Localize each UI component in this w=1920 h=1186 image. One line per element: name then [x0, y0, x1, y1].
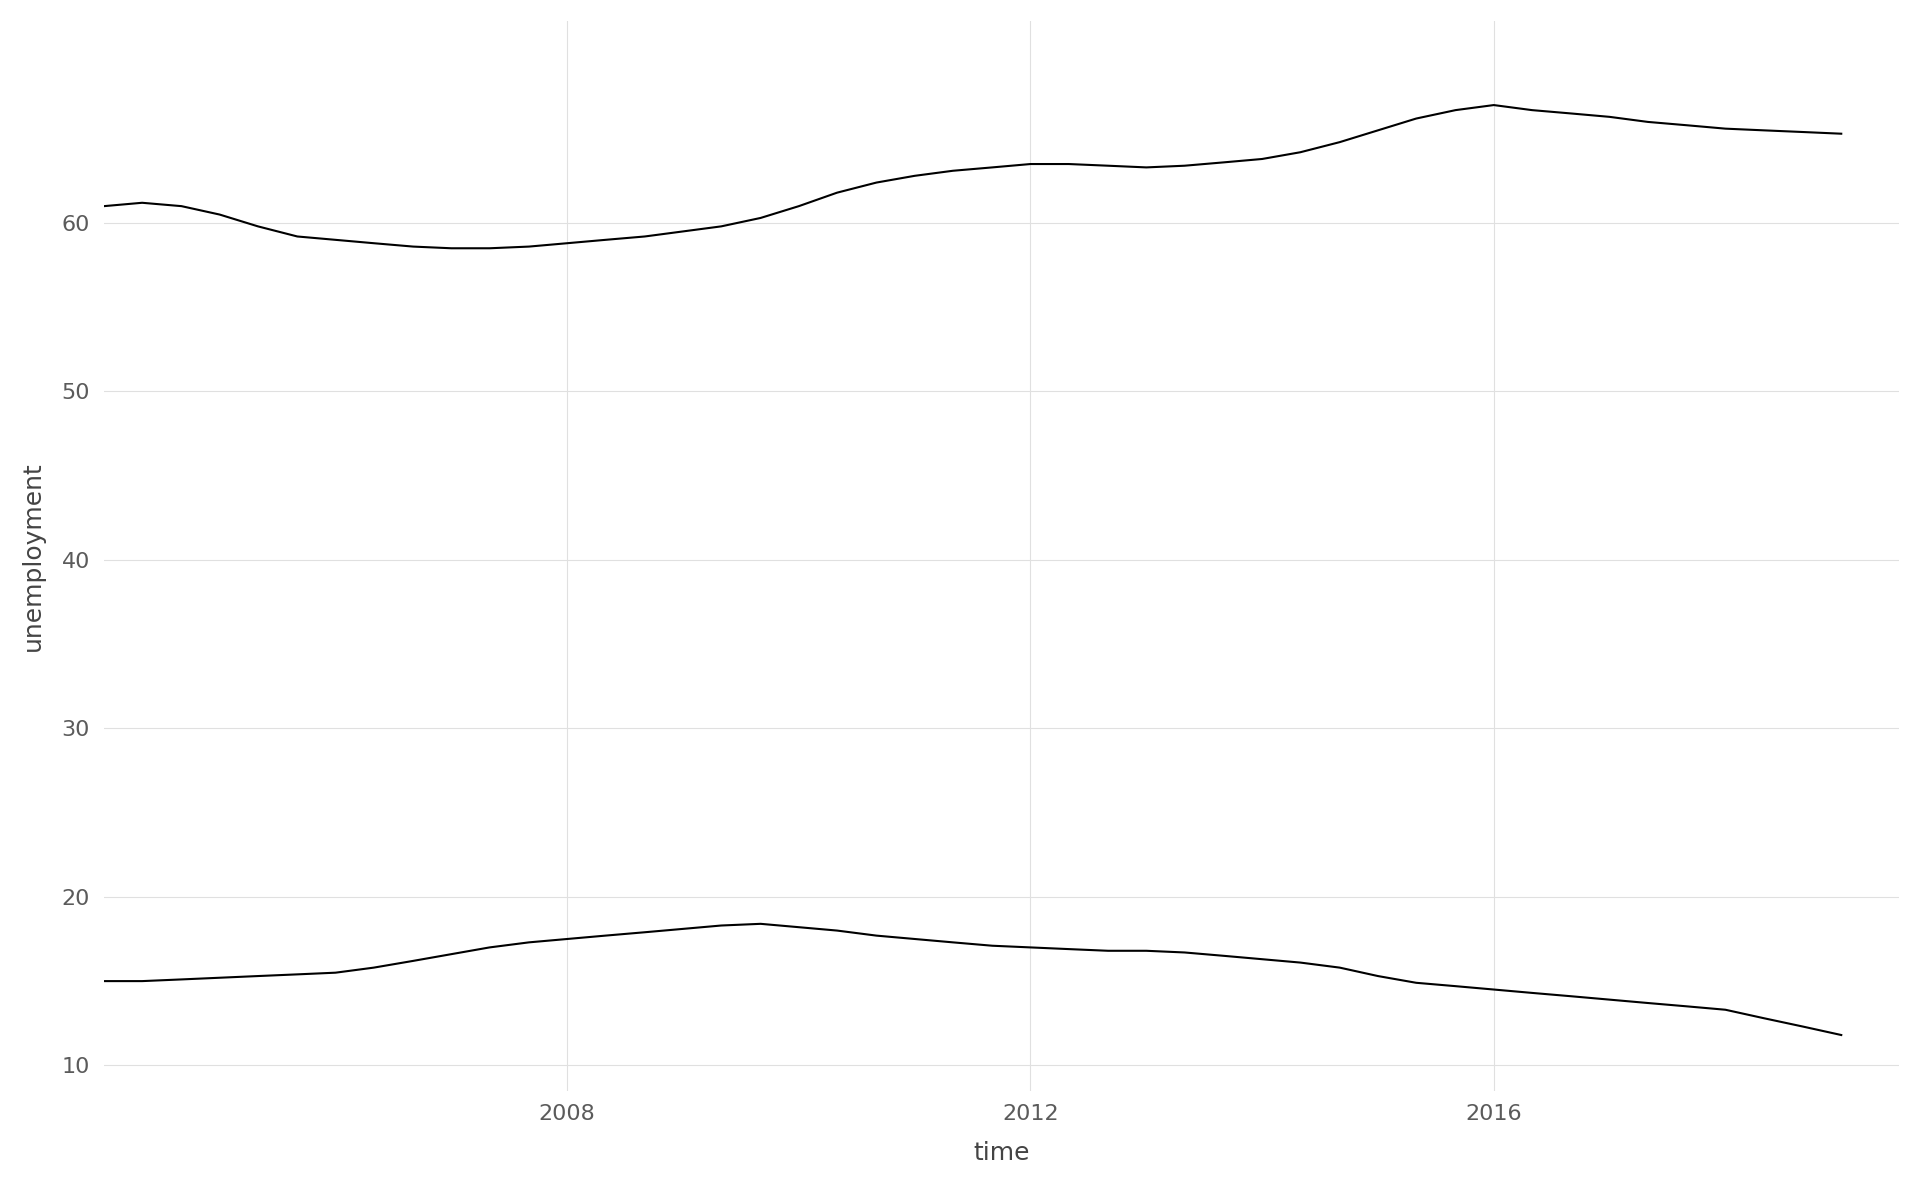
Y-axis label: unemployment: unemployment [21, 461, 44, 651]
X-axis label: time: time [973, 1141, 1029, 1165]
